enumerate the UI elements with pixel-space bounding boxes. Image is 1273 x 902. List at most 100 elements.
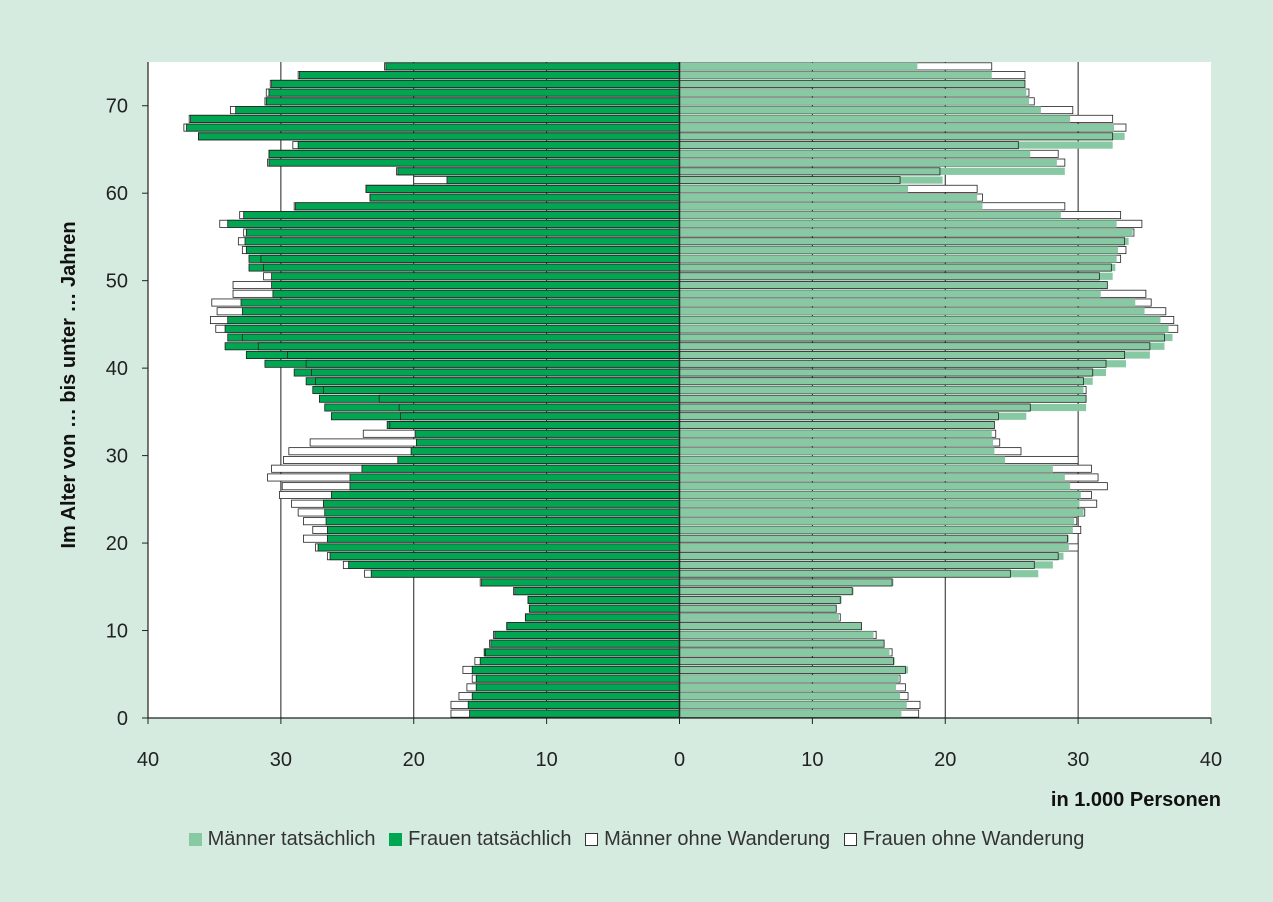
bar-women-actual: [349, 482, 680, 491]
bar-women-actual: [330, 490, 680, 499]
bar-women-actual: [397, 167, 680, 176]
bar-men-actual: [679, 657, 895, 665]
bar-women-actual: [524, 613, 680, 622]
y-tick-label: 10: [106, 621, 128, 643]
y-axis-label: Im Alter von … bis unter … Jahren: [58, 221, 80, 548]
bar-men-actual: [679, 132, 1125, 140]
bar-women-actual: [312, 386, 680, 394]
bar-men-actual: [679, 395, 1087, 403]
bar-men-actual: [679, 666, 909, 674]
bar-men-actual: [679, 255, 1117, 263]
bar-women-actual: [271, 79, 680, 88]
legend-label-women-actual: Frauen tatsächlich: [408, 828, 572, 850]
x-tick-label: 40: [1200, 749, 1222, 771]
bar-men-actual: [679, 124, 1115, 132]
x-tick-label: 30: [270, 749, 292, 771]
bar-men-actual: [679, 202, 983, 210]
bar-women-actual: [506, 622, 680, 631]
y-tick-label: 40: [106, 358, 128, 380]
x-tick-label: 10: [536, 749, 558, 771]
bar-women-actual: [369, 193, 680, 202]
bar-men-actual: [679, 360, 1126, 368]
bar-women-actual: [248, 263, 680, 272]
bar-women-actual: [190, 114, 680, 123]
bar-men-actual: [679, 447, 995, 455]
bar-women-actual: [494, 630, 680, 639]
bar-women-actual: [265, 97, 680, 106]
bar-men-actual: [679, 386, 1084, 394]
bar-women-actual: [319, 394, 680, 403]
bar-women-actual: [322, 499, 680, 508]
bar-men-actual: [679, 185, 909, 193]
legend-label-women-no-migration: Frauen ohne Wanderung: [862, 828, 1085, 850]
x-tick-labels: 40 30 20 10 0 10 20 30 40: [137, 718, 1222, 771]
bar-women-actual: [365, 184, 680, 193]
bar-women-actual: [326, 525, 680, 534]
bar-men-actual: [679, 307, 1145, 315]
bar-men-actual: [679, 438, 994, 447]
bar-women-actual: [297, 141, 680, 150]
bar-women-actual: [397, 455, 680, 464]
bar-women-actual: [271, 272, 680, 281]
bar-women-actual: [329, 552, 680, 561]
bar-men-actual: [679, 430, 992, 438]
y-tick-label: 70: [106, 96, 128, 118]
bar-men-actual: [679, 508, 1084, 517]
bar-men-actual: [679, 377, 1093, 385]
bar-men-actual: [679, 701, 907, 709]
bar-women-actual: [475, 683, 680, 692]
bar-men-actual: [679, 473, 1065, 482]
bar-women-actual: [295, 202, 680, 211]
bar-women-actual: [243, 211, 680, 220]
legend-swatch-women-actual: [389, 833, 403, 846]
bar-women-actual: [446, 176, 680, 185]
bar-men-actual: [679, 491, 1081, 499]
y-tick-label: 20: [106, 533, 128, 555]
bar-women-actual: [475, 674, 680, 683]
bar-men-actual: [679, 561, 1053, 569]
bar-women-actual: [479, 657, 680, 666]
bar-women-actual: [245, 228, 680, 237]
bar-men-actual: [679, 578, 894, 587]
bar-men-actual: [679, 605, 837, 613]
bar-women-actual: [386, 421, 680, 429]
bar-women-actual: [361, 464, 680, 473]
bar-women-actual: [227, 219, 680, 228]
bar-women-actual: [481, 578, 680, 587]
bar-men-actual: [679, 526, 1073, 534]
bar-men-actual: [679, 622, 862, 630]
bar-women-actual: [483, 648, 680, 657]
bar-men-actual: [679, 465, 1053, 473]
bar-women-actual: [528, 604, 680, 613]
y-tick-label: 60: [106, 183, 128, 205]
bar-men-actual: [679, 333, 1173, 342]
bar-men-actual: [679, 97, 1029, 105]
bar-men-actual: [679, 228, 1133, 237]
bar-men-actual: [679, 675, 899, 683]
bar-men-actual: [679, 220, 1117, 228]
x-axis-label: in 1.000 Personen: [1051, 789, 1221, 811]
bar-men-actual: [679, 71, 992, 79]
bar-men-actual: [679, 631, 874, 639]
bar-men-actual: [679, 692, 901, 700]
bar-men-actual: [679, 648, 890, 656]
bar-men-actual: [679, 80, 1025, 88]
bar-women-actual: [349, 473, 680, 482]
bar-women-actual: [471, 665, 680, 674]
bar-women-actual: [245, 246, 680, 255]
bar-men-actual: [679, 517, 1075, 525]
bar-women-actual: [224, 324, 680, 333]
bar-women-actual: [271, 281, 680, 290]
bar-men-actual: [679, 342, 1165, 350]
bar-men-actual: [679, 159, 1057, 167]
bar-men-actual: [679, 640, 885, 648]
bar-men-actual: [679, 325, 1169, 333]
bar-men-actual: [679, 456, 1006, 464]
bar-women-actual: [268, 158, 680, 167]
x-tick-label: 10: [801, 749, 823, 771]
bar-women-actual: [240, 298, 680, 307]
bar-men-actual: [679, 412, 1027, 420]
legend-swatch-women-no-migration: [843, 833, 857, 846]
bar-women-actual: [385, 62, 680, 71]
bar-men-actual: [679, 176, 943, 184]
